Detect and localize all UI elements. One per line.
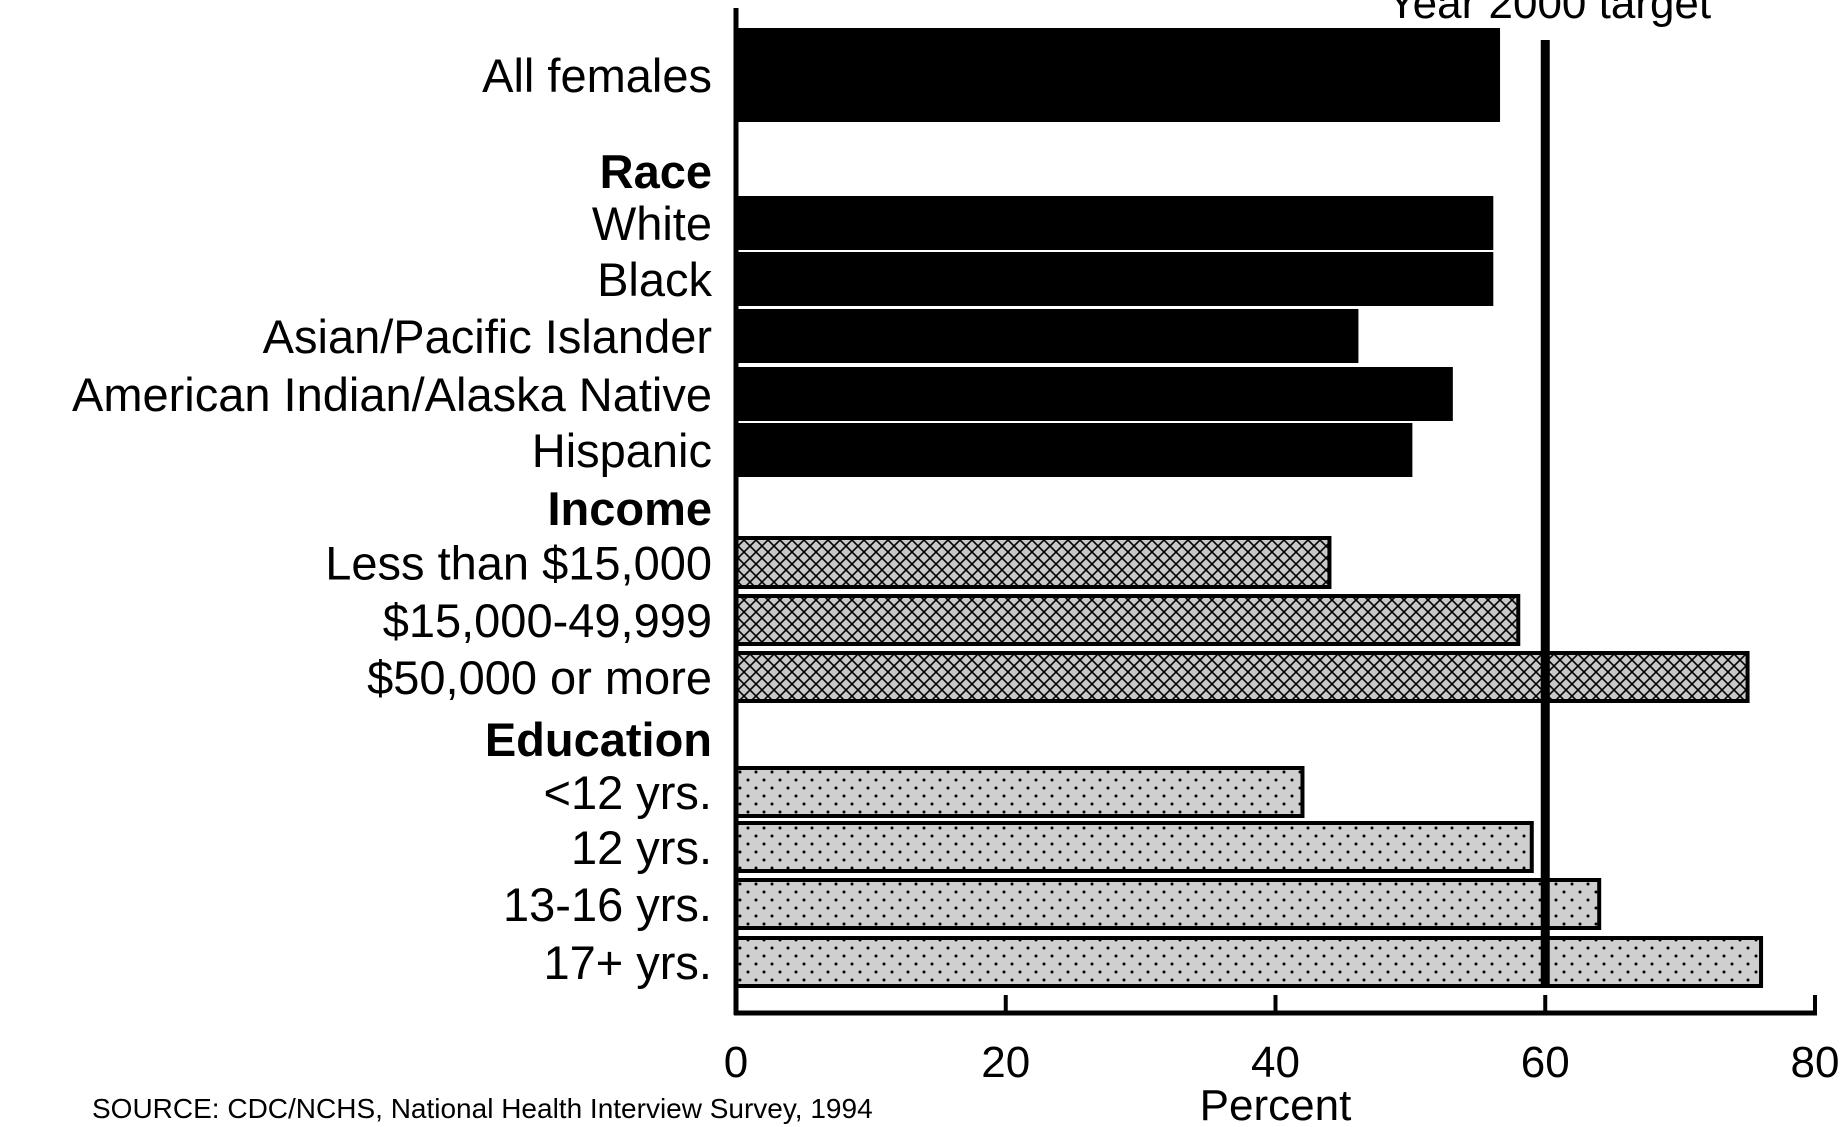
category-label-hispanic: Hispanic xyxy=(532,424,712,477)
target-label: Year 2000 target xyxy=(1387,0,1711,28)
category-label-50-000-or-more: $50,000 or more xyxy=(367,651,712,704)
category-label-12-yrs: <12 yrs. xyxy=(544,766,713,819)
bar-all-females xyxy=(734,28,1501,122)
bar-12-yrs xyxy=(734,821,1534,873)
source-note: SOURCE: CDC/NCHS, National Health Interv… xyxy=(92,1093,873,1124)
bar-black xyxy=(734,252,1494,306)
category-label-asian-pacific-islander: Asian/Pacific Islander xyxy=(263,310,712,363)
category-label-15-000-49-999: $15,000-49,999 xyxy=(383,594,712,647)
category-label-black: Black xyxy=(597,253,712,306)
x-tick-label-80: 80 xyxy=(1791,1038,1840,1087)
category-label-all-females: All females xyxy=(482,49,712,102)
bar-50-000-or-more xyxy=(734,651,1750,703)
bar-asian-pacific-islander xyxy=(734,309,1359,363)
bar-12-yrs xyxy=(734,766,1305,818)
x-tick-label-20: 20 xyxy=(981,1038,1030,1087)
bar-white xyxy=(734,196,1494,250)
x-tick-label-60: 60 xyxy=(1521,1038,1570,1087)
category-label-12-yrs: 12 yrs. xyxy=(571,821,712,874)
category-label-white: White xyxy=(592,197,712,250)
x-tick-label-40: 40 xyxy=(1251,1038,1300,1087)
x-tick-label-0: 0 xyxy=(724,1038,748,1087)
bar-13-16-yrs xyxy=(734,878,1602,930)
x-axis-title: Percent xyxy=(1200,1081,1352,1127)
group-label-income: Income xyxy=(547,482,712,535)
category-label-less-than-15-000: Less than $15,000 xyxy=(325,537,712,590)
category-label-american-indian-alaska-native: American Indian/Alaska Native xyxy=(72,368,712,421)
bar-hispanic xyxy=(734,423,1413,477)
bar-17-yrs xyxy=(734,936,1764,988)
bar-15-000-49-999 xyxy=(734,594,1521,646)
category-label-13-16-yrs: 13-16 yrs. xyxy=(503,878,712,931)
category-label-17-yrs: 17+ yrs. xyxy=(544,936,713,989)
bar-american-indian-alaska-native xyxy=(734,367,1453,421)
group-label-education: Education xyxy=(485,713,712,766)
bar-less-than-15-000 xyxy=(734,536,1332,589)
group-label-race: Race xyxy=(600,145,712,198)
